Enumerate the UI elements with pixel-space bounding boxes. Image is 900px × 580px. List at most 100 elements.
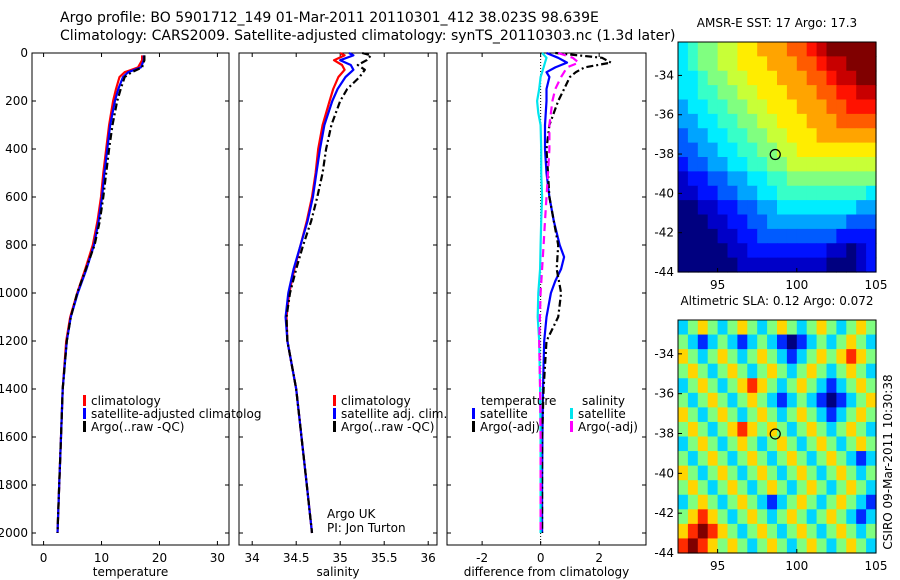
sla_map-cell bbox=[816, 480, 828, 496]
depth-tick-label: 1800 bbox=[0, 478, 28, 492]
sst_map-cell bbox=[856, 214, 867, 230]
sla_map-cell bbox=[678, 465, 689, 481]
sla_map-cell bbox=[816, 436, 828, 452]
sla_map-cell bbox=[697, 509, 709, 525]
sla_map-cell bbox=[727, 349, 738, 365]
temperature-xtick-label: 0 bbox=[40, 551, 48, 565]
difference-legend-1-0-label: satellite bbox=[578, 407, 626, 421]
sla_map-cell bbox=[856, 509, 867, 525]
sla_map-cell bbox=[737, 421, 748, 438]
sst_map-cell bbox=[757, 185, 768, 201]
sla_map-cell bbox=[757, 538, 768, 554]
sst_map-cell bbox=[767, 228, 778, 244]
sst_map-cell bbox=[786, 56, 798, 72]
sla_map-cell bbox=[806, 451, 818, 467]
sst_map-cell bbox=[687, 99, 699, 115]
sla_map-cell bbox=[826, 421, 837, 438]
sst_map-cell bbox=[737, 70, 748, 86]
sla_map-cell bbox=[687, 465, 699, 481]
sst_map-cell bbox=[777, 257, 788, 273]
sla_map-cell bbox=[816, 523, 828, 540]
sst_map-cell bbox=[816, 157, 828, 172]
sla_map-cell bbox=[777, 538, 788, 554]
sla_map-cell bbox=[717, 436, 729, 452]
sst_map-cell bbox=[757, 214, 768, 230]
sst_map-cell bbox=[767, 157, 778, 172]
sst_map-cell bbox=[678, 99, 689, 115]
sst_map-cell bbox=[826, 243, 837, 259]
sst_map-cell bbox=[687, 214, 699, 230]
sst_map-cell bbox=[737, 85, 748, 101]
sst_map-cell bbox=[826, 128, 837, 144]
sst_map-cell bbox=[836, 42, 847, 57]
sla_map-cell bbox=[697, 465, 709, 481]
depth-tick-label: 1400 bbox=[0, 382, 28, 396]
sla_map-cell bbox=[678, 509, 689, 525]
sst_map-cell bbox=[816, 214, 828, 230]
sst_map-cell bbox=[836, 257, 847, 273]
sla_map-cell bbox=[737, 436, 748, 452]
sla_map-cell bbox=[697, 480, 709, 496]
sla_map-cell bbox=[737, 407, 748, 423]
sst_map-cell bbox=[816, 56, 828, 72]
temperature-series-climatology bbox=[56, 55, 144, 534]
sst_map-cell bbox=[816, 185, 828, 201]
depth-tick-label: 1000 bbox=[0, 286, 28, 300]
sla_map-cell bbox=[737, 334, 748, 350]
difference-legend-1-0-swatch bbox=[570, 408, 573, 419]
sst_map-cell bbox=[836, 70, 847, 86]
sst_map-cell bbox=[687, 56, 699, 72]
sla_map-cell bbox=[717, 349, 729, 365]
sla_map-cell bbox=[806, 378, 818, 394]
sst_map-cell bbox=[816, 42, 828, 57]
sst_map-cell bbox=[777, 113, 788, 129]
sla_map-cell bbox=[777, 509, 788, 525]
sst_map-cell bbox=[866, 214, 877, 230]
sst_map-cell bbox=[846, 56, 857, 72]
sla_map-cell bbox=[707, 334, 719, 350]
sst_map-cell bbox=[727, 85, 738, 101]
sla_map-cell bbox=[747, 436, 758, 452]
salinity-legend-0-label: climatology bbox=[341, 394, 411, 408]
sla_map-cell bbox=[777, 494, 788, 510]
sst_map-cell bbox=[727, 42, 738, 57]
sst_map-cell bbox=[707, 157, 719, 172]
sla_map-cell bbox=[707, 436, 719, 452]
sla_map-cell bbox=[836, 436, 847, 452]
sst_map-cell bbox=[806, 243, 818, 259]
sla_map-cell bbox=[806, 334, 818, 350]
salinity-xtick-label: 34 bbox=[245, 551, 260, 565]
sst_map-cell bbox=[786, 157, 798, 172]
sst_map-cell bbox=[687, 171, 699, 187]
sla_map-cell bbox=[866, 378, 877, 394]
sst_map-cell bbox=[757, 171, 768, 187]
sla_map-cell bbox=[806, 436, 818, 452]
sst_map-cell bbox=[777, 228, 788, 244]
sla_map-cell bbox=[717, 451, 729, 467]
sla_map-cell bbox=[796, 509, 808, 525]
difference-series-temperature-satellite bbox=[540, 51, 569, 533]
sst_map-cell bbox=[846, 185, 857, 201]
sst_map-cell bbox=[767, 185, 778, 201]
sla_map-cell bbox=[786, 494, 798, 510]
sla_map-cell bbox=[796, 494, 808, 510]
sst_map-ytick-label: -42 bbox=[654, 226, 674, 240]
sst_map-cell bbox=[836, 228, 847, 244]
sla_map-ytick-label: -36 bbox=[654, 387, 674, 401]
sst_map-cell bbox=[707, 171, 719, 187]
sst_map-cell bbox=[747, 200, 758, 216]
sst_map-cell bbox=[846, 70, 857, 86]
sla_map-cell bbox=[866, 436, 877, 452]
sst_map-cell bbox=[687, 70, 699, 86]
sst_map-cell bbox=[866, 200, 877, 216]
sla_map-cell bbox=[687, 509, 699, 525]
sla_map-cell bbox=[816, 407, 828, 423]
sst_map-xtick-label: 100 bbox=[785, 278, 808, 292]
sst_map-cell bbox=[687, 128, 699, 144]
sla_map-cell bbox=[846, 392, 857, 408]
sst_map-cell bbox=[707, 85, 719, 101]
sst_map-cell bbox=[727, 157, 738, 172]
sla_map-cell bbox=[697, 494, 709, 510]
sst_map-cell bbox=[866, 128, 877, 144]
sst_map-cell bbox=[757, 42, 768, 57]
